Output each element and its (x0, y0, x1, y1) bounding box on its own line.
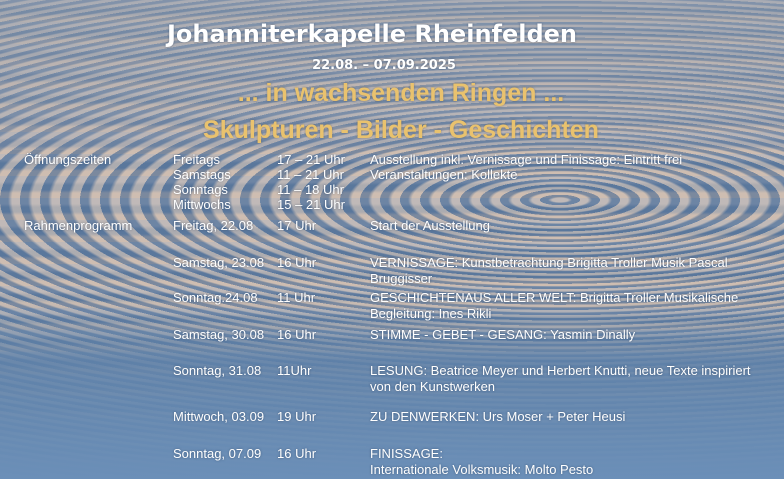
event-time: 11 Uhr (277, 290, 316, 305)
opening-time: 17 – 21 Uhr (277, 152, 345, 167)
event-time: 16 Uhr (277, 327, 317, 342)
exhibition-subtitle: ... in wachsenden Ringen ... (237, 79, 565, 107)
exhibition-dates: 22.08. – 07.09.2025 (312, 58, 456, 73)
event-description: STIMME - GEBET - GESANG: Yasmin Dinally (370, 327, 636, 342)
opening-day: Mittwochs (173, 197, 231, 212)
event-date: Samstag, 30.08 (173, 327, 265, 342)
opening-hours-label: Öffnungszeiten (24, 152, 112, 167)
event-description: von den Kunstwerken (370, 379, 496, 394)
event-date: Mittwoch, 03.09 (173, 409, 265, 424)
event-description: VERNISSAGE: Kunstbetrachtung Brigitta Tr… (370, 255, 728, 270)
opening-time: 15 – 21 Uhr (277, 197, 345, 212)
event-date: Sonntag, 07.09 (173, 446, 262, 461)
event-description: Start der Ausstellung (370, 218, 490, 233)
event-description: FINISSAGE: (370, 446, 443, 461)
event-description: GESCHICHTENAUS ALLER WELT: Brigitta Trol… (370, 290, 739, 305)
exhibition-tagline: Skulpturen - Bilder - Geschichten (203, 116, 599, 144)
event-time: 17 Uhr (277, 218, 317, 233)
opening-day: Samstags (173, 167, 231, 182)
event-description: LESUNG: Beatrice Meyer und Herbert Knutt… (370, 363, 751, 378)
event-date: Samstag, 23.08 (173, 255, 265, 270)
event-date: Sonntag.24.08 (173, 290, 258, 305)
opening-time: 11 – 18 Uhr (277, 182, 344, 197)
event-time: 11Uhr (277, 363, 312, 378)
opening-time: 11 – 21 Uhr (277, 167, 344, 182)
event-description: Begleitung: Ines Rikli (370, 306, 492, 321)
program-label: Rahmenprogramm (24, 218, 133, 233)
event-description: Internationale Volksmusik: Molto Pesto (370, 462, 594, 477)
event-date: Freitag, 22.08 (173, 218, 254, 233)
background-top-haze (0, 0, 784, 150)
event-time: 16 Uhr (277, 255, 317, 270)
opening-note: Ausstellung inkl. Vernissage und Finissa… (370, 152, 683, 167)
event-description: ZU DENWERKEN: Urs Moser + Peter Heusi (370, 409, 626, 424)
opening-day: Freitags (173, 152, 220, 167)
opening-day: Sonntags (173, 182, 228, 197)
poster-title: Johanniterkapelle Rheinfelden (166, 20, 578, 48)
background-calm-water (0, 300, 784, 479)
event-date: Sonntag, 31.08 (173, 363, 262, 378)
event-time: 16 Uhr (277, 446, 317, 461)
event-description: Bruggisser (370, 271, 433, 286)
opening-note: Veranstaltungen: Kollekte (370, 167, 518, 182)
event-time: 19 Uhr (277, 409, 317, 424)
